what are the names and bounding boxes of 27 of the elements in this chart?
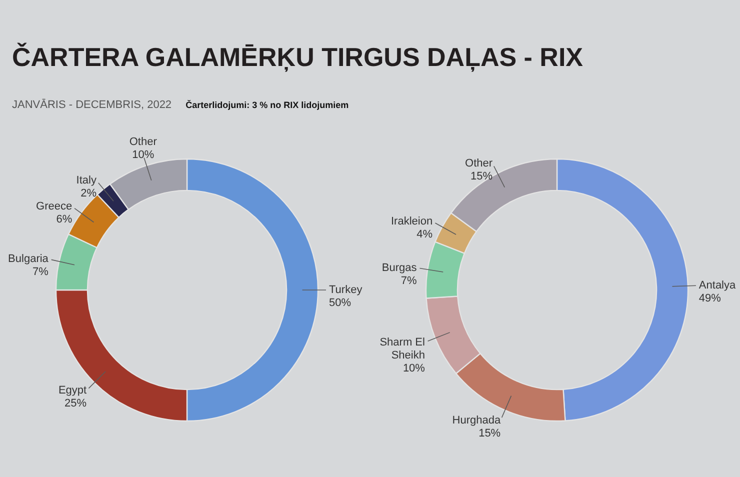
data-label: 25% [64,397,87,410]
data-label: 15% [470,170,493,182]
slice-label: Egypt [58,384,87,396]
data-label: 7% [400,274,417,287]
slice-label: Other [129,136,158,148]
data-label: 4% [416,228,433,241]
data-label: 2% [80,188,97,200]
data-label: 6% [56,214,72,226]
slice-label: Bulgaria [8,253,50,266]
slice-label: Antalya [698,280,736,292]
slice-label: Sharm El Sheikh [380,336,425,362]
data-label: 10% [402,362,426,374]
data-label: 50% [329,297,352,309]
slice-label: Turkey [329,284,363,296]
data-label: 15% [478,427,501,440]
slice-label: Irakleion [390,216,433,228]
chart-subtitle: JANVĀRIS - DECEMBRIS, 2022 [12,98,172,111]
text: Čarterlidojumi: 3 % no RIX lidojumiem [186,99,349,110]
chart-title: ČARTERA GALAMĒRĶU TIRGUS DAĻAS - RIX [12,42,584,72]
data-label: 49% [698,292,722,305]
slice-label: Greece [36,200,72,213]
slice-label: Burgas [382,262,418,274]
data-label: 7% [32,266,49,278]
slice-label: Italy [76,174,97,187]
data-label: 10% [132,148,154,161]
slice-label: Hurghada [452,414,502,426]
slice-label: Other [465,157,493,170]
